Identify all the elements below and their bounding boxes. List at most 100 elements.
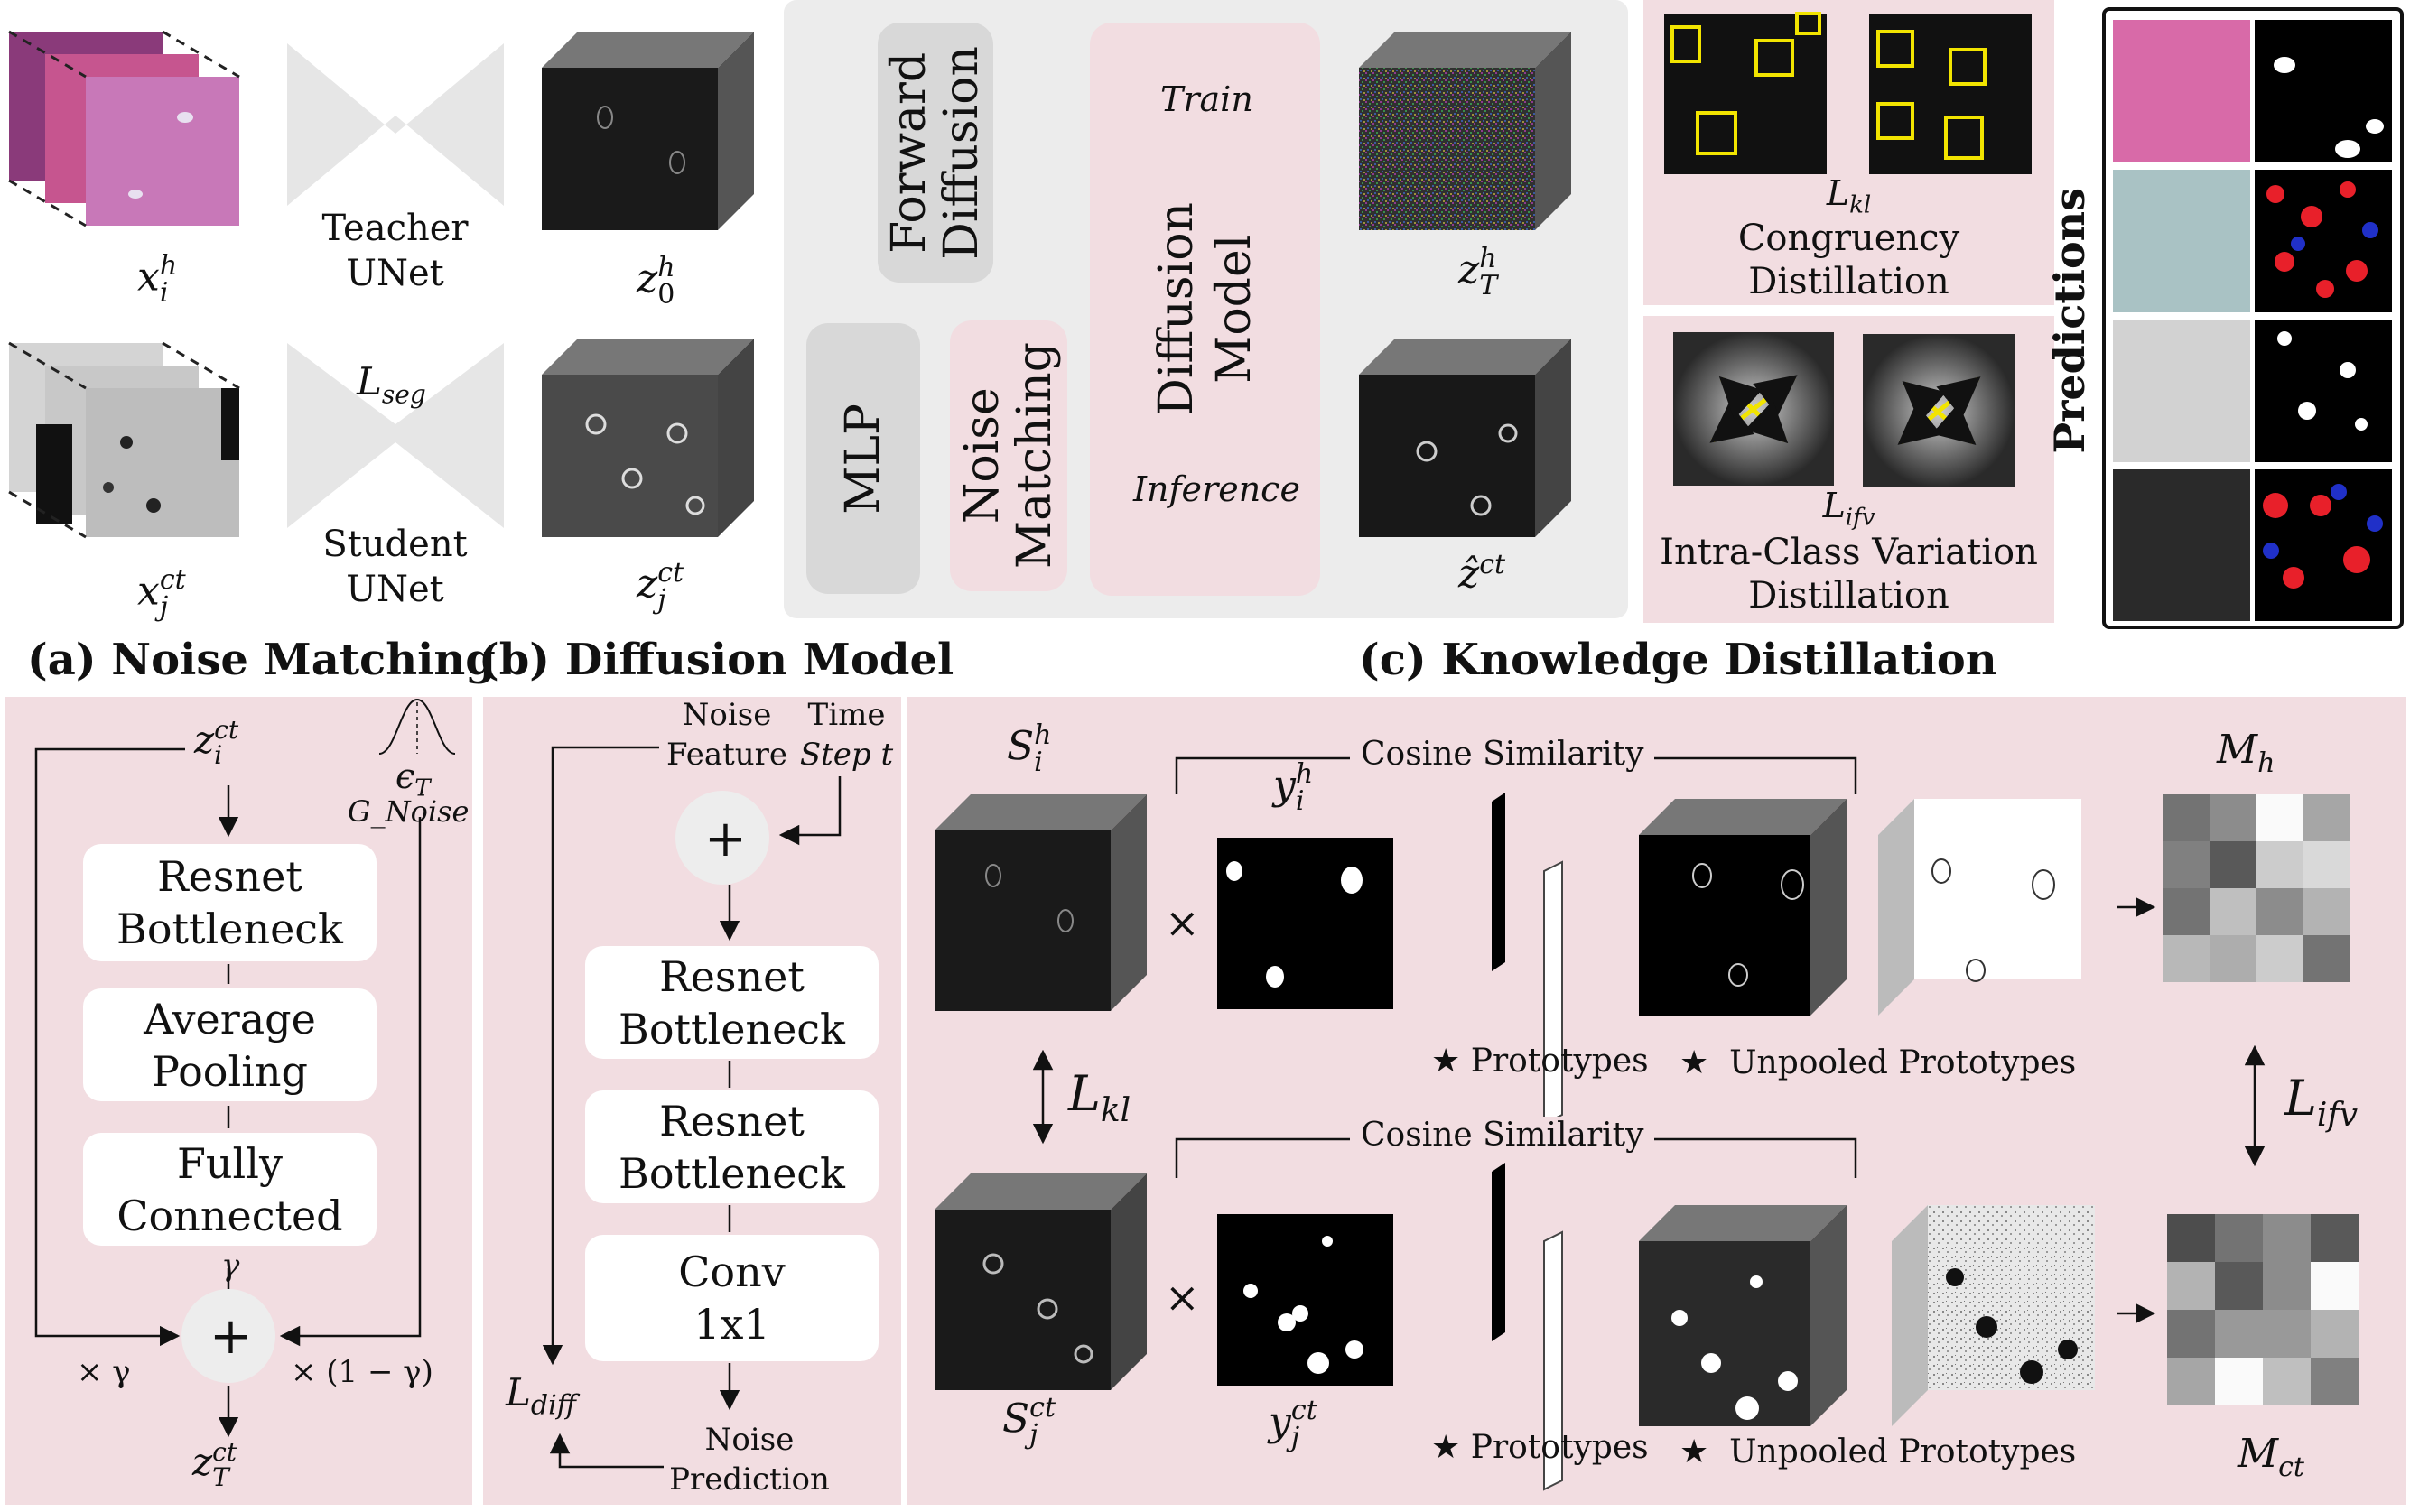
lifv-top-label: Lifv: [1822, 486, 1875, 532]
heatmap-cell: [2210, 888, 2256, 935]
nm-input-label: z ct i: [194, 715, 239, 770]
heatmap-cell: [2215, 1214, 2263, 1262]
heatmap-cell: [2311, 1358, 2359, 1405]
nm-avgpool-box: Average Pooling: [83, 988, 377, 1101]
M-ct-heatmap: [2167, 1214, 2359, 1405]
train-label: Train: [1160, 79, 1253, 119]
z0-feature-cube: [542, 32, 754, 230]
dm-resnet-box-1: Resnet Bottleneck: [585, 946, 879, 1059]
forward-diffusion-box: Forward Diffusion: [878, 23, 993, 283]
kd-prototype-bars-bottom: [1492, 1163, 1563, 1491]
teacher-unet-shape: [287, 43, 504, 206]
times-bottom: ×: [1165, 1273, 1200, 1322]
cosine-similarity-top: Cosine Similarity: [1350, 736, 1655, 773]
heatmap-cell: [2163, 888, 2210, 935]
cosine-similarity-bottom: Cosine Similarity: [1350, 1117, 1655, 1154]
kd-unpooled-cube-bottom: [1639, 1205, 1847, 1426]
noise-matching-sum-node: [181, 1289, 275, 1383]
loss-diff-label: Ldiff: [506, 1370, 576, 1422]
congruency-images: [1664, 12, 2032, 174]
heatmap-cell: [2263, 1358, 2311, 1405]
lkl-top-label: Lkl: [1826, 173, 1872, 219]
heatmap-cell: [2303, 888, 2350, 935]
noise-feature-label: Noise Feature: [665, 697, 788, 773]
zj-ct-label: z ct j: [637, 557, 684, 616]
star-icon: ★: [1680, 1044, 1709, 1081]
L-kl-label: Lkl: [1068, 1065, 1131, 1129]
kd-prototype-bars-top: [1492, 793, 1563, 1126]
student-unet-shape: [287, 343, 504, 528]
dm-resnet-box-2: Resnet Bottleneck: [585, 1090, 879, 1203]
unpooled-prototypes-legend-bottom: ★ Unpooled Prototypes: [1680, 1433, 2077, 1470]
kd-unpooled-cube-top: [1639, 799, 1847, 1016]
heatmap-cell: [2215, 1262, 2263, 1310]
dm-plus: +: [704, 810, 747, 868]
kd-y-ct-mask: [1217, 1214, 1393, 1386]
heatmap-cell: [2263, 1310, 2311, 1358]
heatmap-cell: [2210, 841, 2256, 888]
diffusion-connectors: [542, 746, 842, 1469]
star-icon: ★: [1431, 1429, 1461, 1466]
heatmap-cell: [2263, 1214, 2311, 1262]
zhat-ct-cube: [1359, 339, 1571, 537]
loss-seg-label: Lseg: [357, 359, 426, 410]
diffusion-sum-node: [675, 791, 769, 885]
heatmap-cell: [2210, 794, 2256, 841]
heatmap-cell: [2215, 1358, 2263, 1405]
star-icon: ★: [1431, 1043, 1461, 1080]
heatmap-cell: [2167, 1262, 2215, 1310]
M-h-label: Mh: [2217, 727, 2275, 779]
kd-mask-cube-bottom: [1892, 1205, 2095, 1426]
prototypes-legend-bottom: ★ Prototypes: [1431, 1429, 1649, 1466]
gamma-label: γ: [221, 1248, 240, 1284]
section-title-a: (a) Noise Matching: [27, 635, 496, 685]
heatmap-cell: [2163, 935, 2210, 982]
heatmap-cell: [2256, 935, 2303, 982]
times-top: ×: [1165, 898, 1200, 947]
heatmap-cell: [2303, 841, 2350, 888]
heatmap-cell: [2163, 841, 2210, 888]
heatmap-cell: [2256, 888, 2303, 935]
M-ct-label: Mct: [2238, 1431, 2304, 1483]
heatmap-cell: [2167, 1310, 2215, 1358]
noise-prediction-label: Noise Prediction: [669, 1422, 830, 1498]
ifv-images: [1673, 332, 2015, 487]
teacher-unet-label: Teacher UNet: [321, 208, 469, 294]
epsilon-label: ϵT: [395, 756, 431, 802]
inference-label: Inference: [1133, 469, 1300, 509]
congruency-caption: Congruency Distillation: [1737, 218, 1960, 302]
student-unet-label: Student UNet: [322, 524, 468, 610]
heatmap-cell: [2163, 794, 2210, 841]
heatmap-cell: [2167, 1214, 2215, 1262]
he-image-stack: [8, 30, 240, 227]
heatmap-cell: [2256, 794, 2303, 841]
heatmap-cell: [2256, 841, 2303, 888]
prototypes-legend-top: ★ Prototypes: [1431, 1043, 1649, 1080]
heatmap-cell: [2263, 1262, 2311, 1310]
unpooled-prototypes-legend-top: ★ Unpooled Prototypes: [1680, 1044, 2077, 1081]
zT-noise-cube: [1359, 32, 1571, 230]
heatmap-cell: [2215, 1310, 2263, 1358]
zj-ct-feature-cube: [542, 339, 754, 537]
kd-mask-cube-top: [1878, 799, 2081, 1016]
zhat-ct-label: ẑct: [1458, 549, 1506, 598]
nm-plus: +: [209, 1307, 252, 1366]
heatmap-cell: [2311, 1262, 2359, 1310]
mlp-box: MLP: [806, 323, 920, 594]
dm-conv-box: Conv 1x1: [585, 1235, 879, 1361]
times-gamma-label: × γ: [77, 1354, 131, 1390]
heatmap-cell: [2210, 935, 2256, 982]
noise-matching-box: Noise Matching: [950, 320, 1067, 591]
M-h-heatmap: [2163, 794, 2350, 982]
ifv-caption: Intra-Class Variation Distillation: [1660, 532, 2038, 617]
nm-resnet-box: Resnet Bottleneck: [83, 844, 377, 961]
kd-S-h-cube: [935, 794, 1147, 1011]
prediction-grid: [2113, 20, 2392, 621]
times-one-minus-gamma-label: × (1 − γ): [291, 1354, 433, 1390]
section-title-c: (c) Knowledge Distillation: [1359, 635, 1997, 685]
